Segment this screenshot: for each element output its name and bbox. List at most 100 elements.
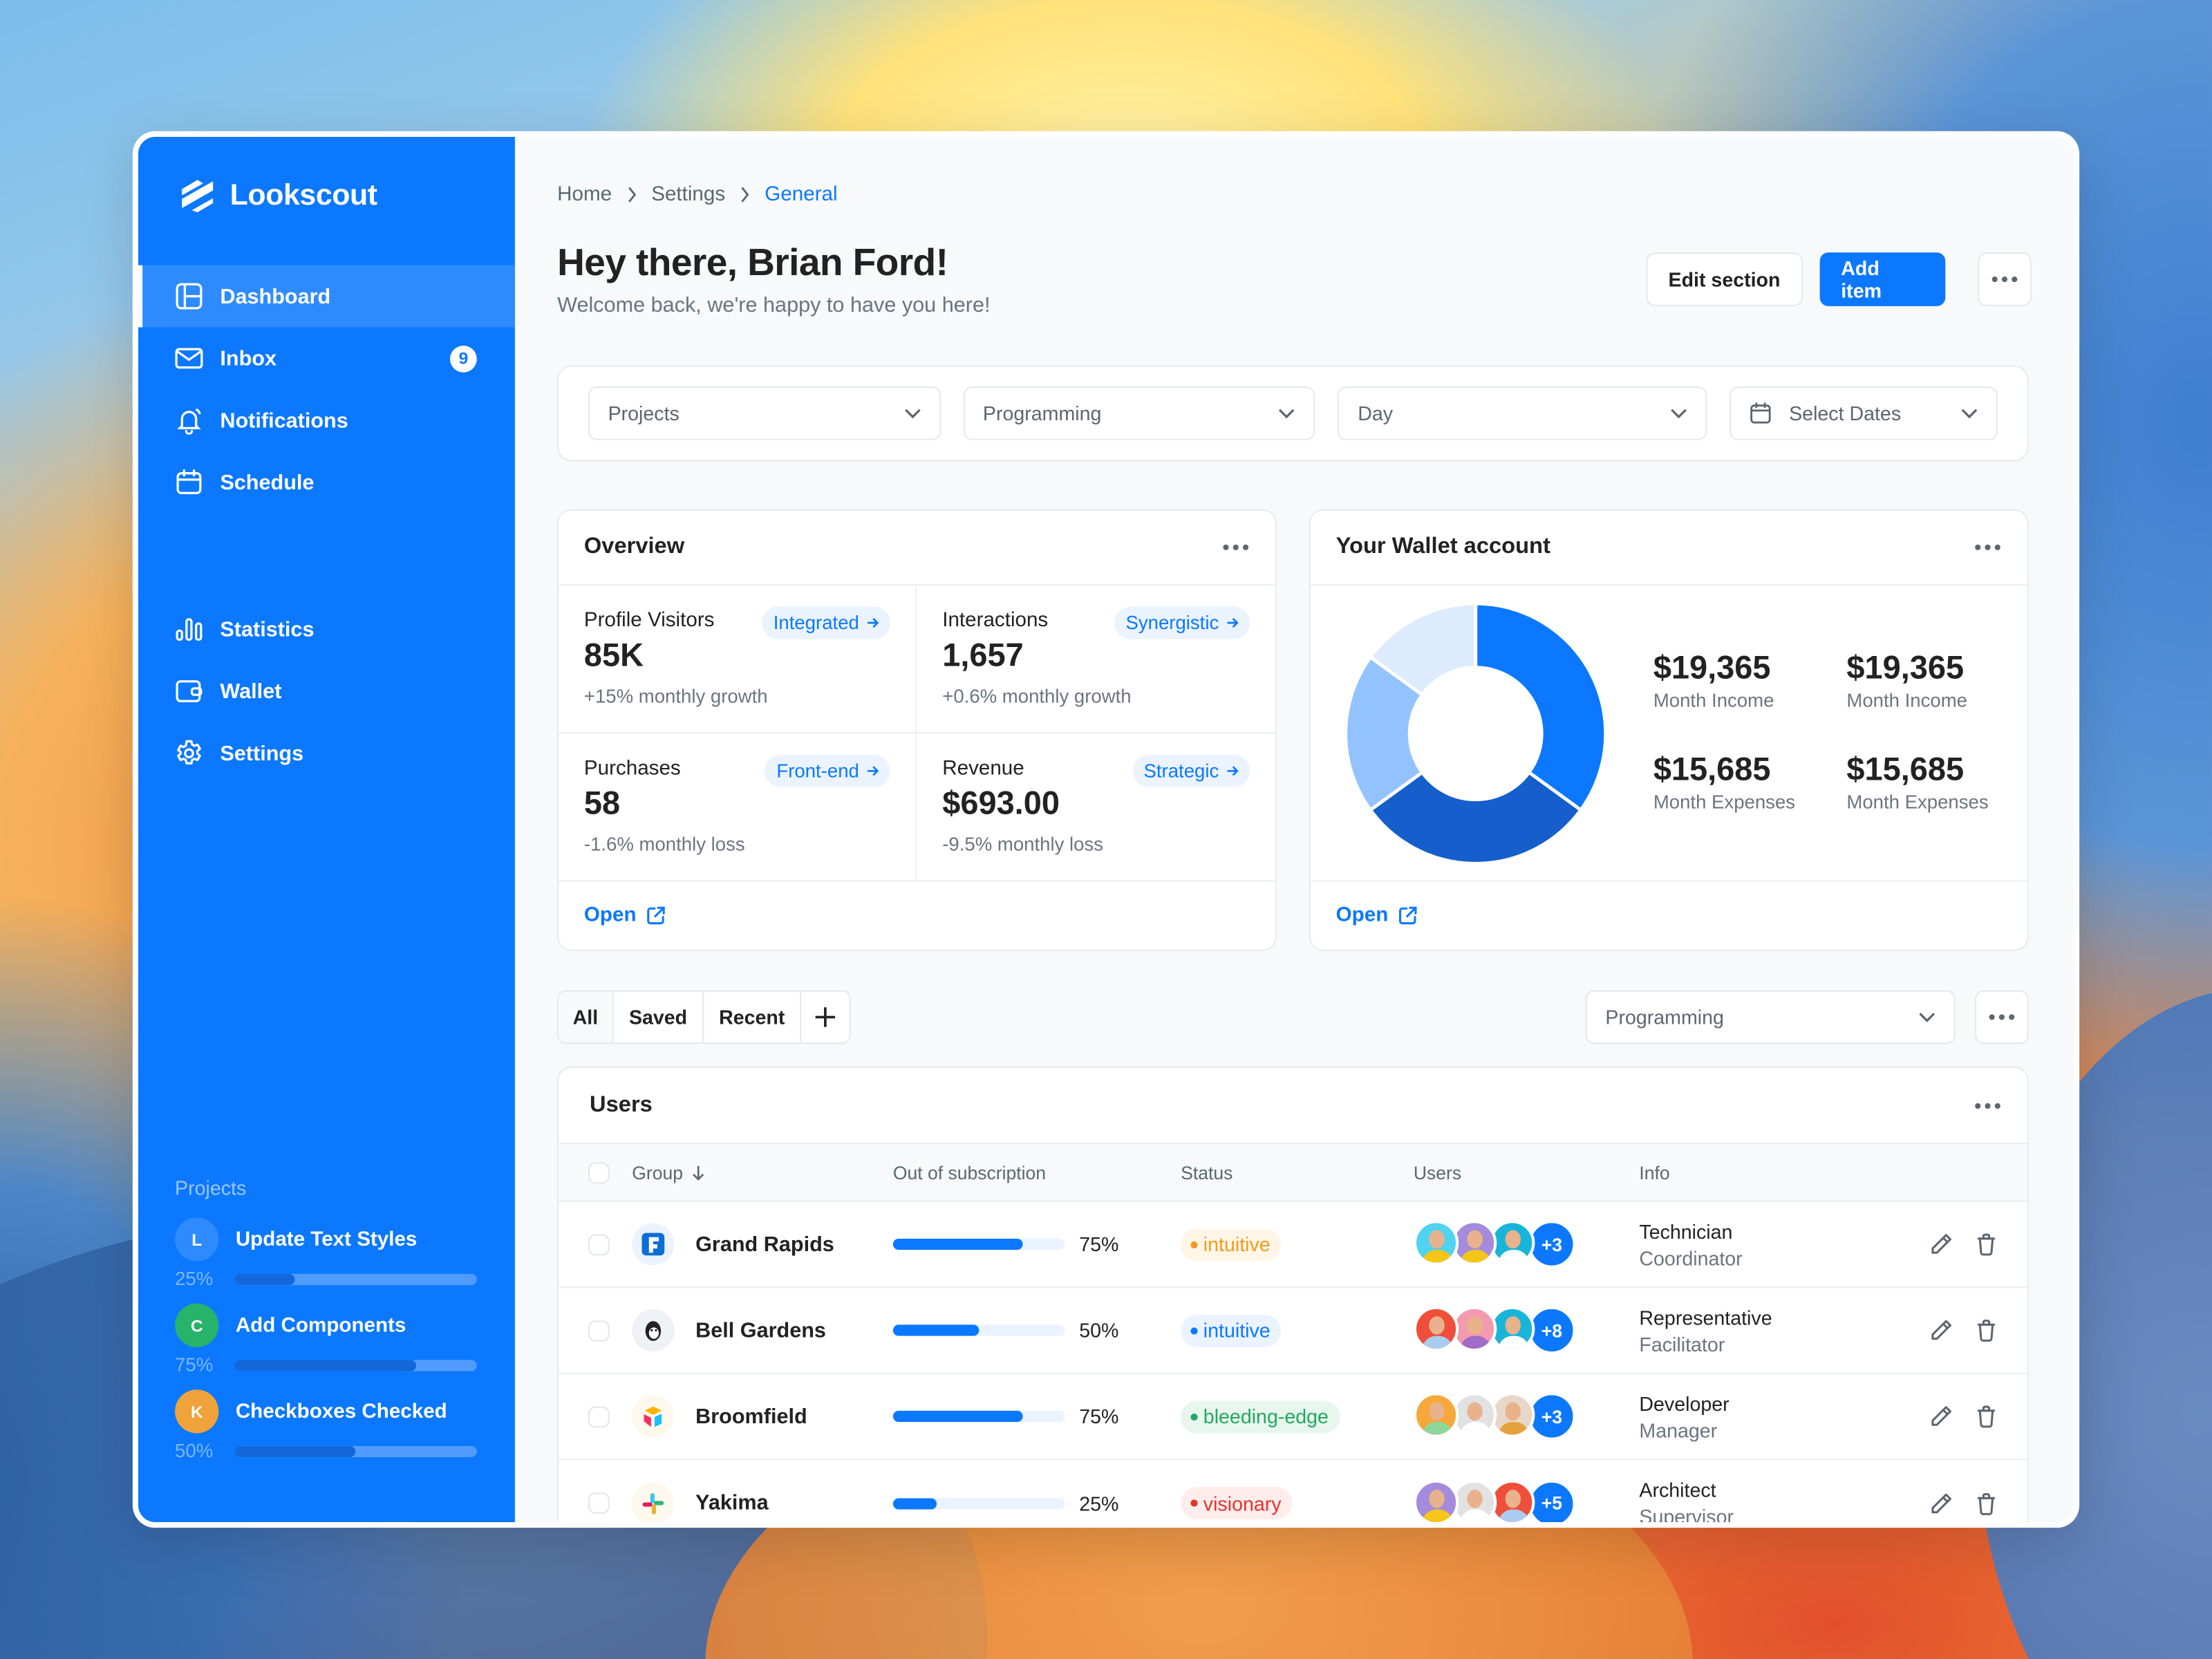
sidebar-item-settings[interactable]: Settings bbox=[138, 722, 515, 785]
projects-heading: Projects bbox=[175, 1177, 247, 1199]
column-header-status: Status bbox=[1181, 1161, 1233, 1183]
column-header-info: Info bbox=[1639, 1161, 1670, 1183]
user-avatar-stack[interactable]: +8 bbox=[1413, 1306, 1640, 1355]
edit-pencil-icon[interactable] bbox=[1929, 1318, 1954, 1343]
edit-section-button[interactable]: Edit section bbox=[1645, 252, 1803, 306]
sidebar-item-wallet[interactable]: Wallet bbox=[138, 660, 515, 722]
row-checkbox[interactable] bbox=[588, 1233, 610, 1255]
tab-recent[interactable]: Recent bbox=[704, 991, 802, 1043]
app-window: Lookscout Dashboard Inbox 9 Notificatio bbox=[132, 131, 2080, 1528]
layout-icon bbox=[175, 282, 203, 310]
subscription-progress-bar bbox=[892, 1324, 1065, 1336]
sidebar-item-label: Notifications bbox=[220, 408, 348, 433]
project-item[interactable]: K Checkboxes Checked 50% bbox=[175, 1389, 477, 1461]
category-select[interactable]: Programming bbox=[963, 386, 1315, 440]
trash-icon[interactable] bbox=[1974, 1404, 1999, 1430]
more-horizontal-icon[interactable] bbox=[1223, 544, 1249, 550]
edit-pencil-icon[interactable] bbox=[1929, 1404, 1954, 1430]
projects-select[interactable]: Projects bbox=[588, 386, 941, 440]
more-options-button[interactable] bbox=[1978, 252, 2032, 306]
sidebar-item-dashboard[interactable]: Dashboard bbox=[138, 265, 515, 328]
tab-saved[interactable]: Saved bbox=[614, 991, 704, 1043]
project-percent: 75% bbox=[175, 1354, 214, 1376]
chevron-right-icon bbox=[741, 187, 749, 203]
inbox-count-badge: 9 bbox=[450, 344, 477, 372]
sidebar-item-schedule[interactable]: Schedule bbox=[138, 451, 515, 514]
breadcrumb-current[interactable]: General bbox=[765, 183, 838, 206]
tag-link[interactable]: Strategic bbox=[1132, 754, 1250, 787]
breadcrumb-settings[interactable]: Settings bbox=[651, 183, 726, 206]
sidebar-nav: Dashboard Inbox 9 Notifications Schedule bbox=[138, 265, 515, 785]
user-avatar-stack[interactable]: +5 bbox=[1413, 1479, 1640, 1523]
logo[interactable]: Lookscout bbox=[179, 176, 377, 216]
stat-change: -1.6% monthly loss bbox=[583, 834, 745, 855]
row-checkbox[interactable] bbox=[588, 1320, 610, 1341]
add-item-button[interactable]: Add item bbox=[1819, 252, 1946, 306]
table-more-button[interactable] bbox=[1975, 990, 2029, 1044]
sidebar-item-label: Dashboard bbox=[220, 284, 331, 308]
sidebar-item-inbox[interactable]: Inbox 9 bbox=[138, 327, 515, 389]
select-all-checkbox[interactable] bbox=[588, 1161, 610, 1183]
tag-label: Synergistic bbox=[1125, 612, 1219, 634]
tag-link[interactable]: Front-end bbox=[765, 754, 890, 787]
edit-pencil-icon[interactable] bbox=[1929, 1490, 1954, 1516]
stat-label: Interactions bbox=[942, 609, 1049, 632]
date-range-select[interactable]: Select Dates bbox=[1730, 386, 1998, 440]
select-value: Programming bbox=[982, 402, 1102, 425]
period-select[interactable]: Day bbox=[1338, 386, 1707, 440]
chevron-down-icon bbox=[1961, 409, 1978, 419]
wallet-stat: $19,365 Month Income bbox=[1653, 649, 1774, 711]
add-tab-button[interactable] bbox=[801, 992, 849, 1042]
tag-link[interactable]: Integrated bbox=[762, 606, 890, 639]
card-title: Overview bbox=[583, 534, 685, 559]
project-progress-bar bbox=[234, 1445, 477, 1457]
chevron-down-icon bbox=[1919, 1013, 1936, 1022]
select-value: Programming bbox=[1605, 1006, 1724, 1029]
bell-icon bbox=[175, 406, 203, 435]
wallet-stat-label: Month Income bbox=[1846, 689, 1967, 711]
wallet-open-link[interactable]: Open bbox=[1310, 880, 2027, 949]
trash-icon[interactable] bbox=[1974, 1232, 1999, 1257]
column-header-users: Users bbox=[1413, 1161, 1462, 1183]
column-header-group[interactable]: Group bbox=[632, 1162, 893, 1183]
row-checkbox[interactable] bbox=[588, 1405, 610, 1427]
more-users-count: +8 bbox=[1528, 1306, 1576, 1355]
project-avatar: K bbox=[175, 1389, 219, 1434]
breadcrumb-home[interactable]: Home bbox=[557, 183, 612, 206]
overview-open-link[interactable]: Open bbox=[559, 880, 1275, 949]
more-users-count: +3 bbox=[1528, 1220, 1576, 1268]
overview-card: Overview Profile Visitors 85K +15% month… bbox=[557, 509, 1277, 951]
sidebar-item-statistics[interactable]: Statistics bbox=[138, 598, 515, 660]
project-item[interactable]: C Add Components 75% bbox=[175, 1303, 477, 1376]
more-horizontal-icon[interactable] bbox=[1975, 1102, 2000, 1109]
more-horizontal-icon[interactable] bbox=[1975, 544, 2000, 550]
projects-panel: Projects L Update Text Styles 25% bbox=[175, 1177, 477, 1476]
info-title: Representative bbox=[1639, 1305, 1772, 1329]
table-row[interactable]: Yakima 25% visionary +5 Architect Superv… bbox=[559, 1460, 2027, 1523]
table-row[interactable]: Bell Gardens 50% intuitive +8 Representa… bbox=[559, 1288, 2027, 1374]
table-row[interactable]: Broomfield 75% bleeding-edge +3 Develope… bbox=[559, 1374, 2027, 1461]
tag-link[interactable]: Synergistic bbox=[1114, 606, 1250, 639]
more-users-count: +5 bbox=[1528, 1479, 1576, 1523]
trash-icon[interactable] bbox=[1974, 1490, 1999, 1516]
user-avatar-stack[interactable]: +3 bbox=[1413, 1220, 1640, 1268]
tab-all[interactable]: All bbox=[559, 991, 614, 1043]
filter-bar: Projects Programming Day Sele bbox=[557, 365, 2029, 462]
wallet-stat-label: Month Expenses bbox=[1653, 791, 1796, 813]
stat-label: Revenue bbox=[942, 757, 1024, 780]
project-item[interactable]: L Update Text Styles 25% bbox=[175, 1217, 477, 1289]
stat-change: -9.5% monthly loss bbox=[942, 834, 1104, 855]
external-link-icon bbox=[647, 906, 665, 925]
sidebar-item-notifications[interactable]: Notifications bbox=[138, 389, 515, 451]
edit-pencil-icon[interactable] bbox=[1929, 1232, 1954, 1257]
stat-value: 85K bbox=[583, 636, 644, 673]
stat-purchases: Purchases 58 -1.6% monthly loss Front-en… bbox=[559, 733, 917, 882]
table-category-select[interactable]: Programming bbox=[1585, 990, 1956, 1044]
trash-icon[interactable] bbox=[1974, 1318, 1999, 1343]
row-checkbox[interactable] bbox=[588, 1492, 610, 1514]
wallet-stat: $15,685 Month Expenses bbox=[1653, 751, 1795, 813]
user-avatar-stack[interactable]: +3 bbox=[1413, 1392, 1640, 1441]
table-row[interactable]: Grand Rapids 75% intuitive +3 Technician… bbox=[559, 1202, 2027, 1288]
header-actions: Edit section Add item bbox=[1645, 252, 2032, 306]
arrow-right-icon bbox=[868, 766, 879, 776]
